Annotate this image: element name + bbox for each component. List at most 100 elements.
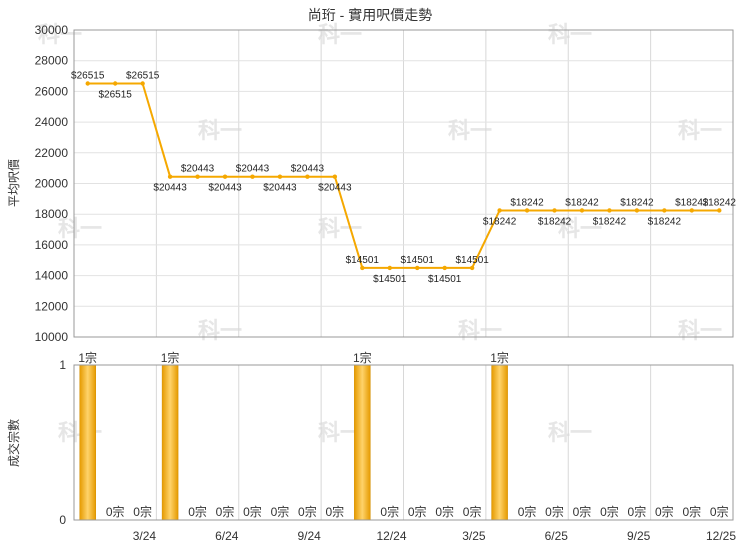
price-data-label: $18242 bbox=[620, 197, 654, 208]
price-point bbox=[222, 174, 228, 179]
price-gridlines bbox=[74, 29, 734, 338]
count-data-label: 0宗 bbox=[655, 504, 674, 519]
price-point bbox=[552, 208, 557, 213]
count-bar bbox=[161, 364, 179, 521]
price-point bbox=[497, 208, 502, 213]
price-data-label: $18242 bbox=[648, 216, 682, 227]
x-tick-label: 3/25 bbox=[462, 529, 486, 543]
price-data-label: $14501 bbox=[373, 274, 407, 285]
price-y-tick-label: 16000 bbox=[35, 238, 69, 252]
watermark-text: 科一 bbox=[198, 318, 242, 343]
price-point bbox=[579, 208, 585, 213]
count-data-label: 0宗 bbox=[573, 504, 592, 519]
watermark-text: 科一 bbox=[678, 318, 722, 343]
count-data-label: 0宗 bbox=[326, 504, 345, 519]
watermark-text: 科一 bbox=[548, 22, 592, 47]
price-data-label: $18242 bbox=[538, 216, 572, 227]
price-y-tick-label: 22000 bbox=[35, 146, 69, 160]
price-data-label: $18242 bbox=[675, 197, 709, 208]
price-y-tick-label: 12000 bbox=[35, 299, 69, 313]
price-data-label: $18242 bbox=[565, 197, 599, 208]
price-data-label: $14501 bbox=[455, 255, 489, 266]
price-point bbox=[277, 174, 283, 179]
price-data-label: $20443 bbox=[236, 164, 270, 175]
count-data-labels: 1宗 0宗 0宗 1宗 0宗 0宗 0宗 0宗 0宗 0宗 1宗 0宗 0宗 0宗 0宗 1宗 0宗 0宗 0宗 0宗… bbox=[78, 350, 728, 519]
x-tick-label: 12/24 bbox=[376, 529, 406, 543]
price-data-label: $14501 bbox=[428, 274, 462, 285]
price-point bbox=[689, 208, 695, 213]
count-data-label: 0宗 bbox=[298, 504, 317, 519]
price-point bbox=[305, 174, 310, 179]
x-tick-label: 6/25 bbox=[545, 529, 569, 543]
count-y-tick-label: 0 bbox=[59, 513, 66, 527]
watermark-text: 科一 bbox=[58, 216, 102, 241]
price-line bbox=[85, 81, 722, 271]
count-y-axis-label: 成交宗數 bbox=[6, 419, 21, 467]
price-point bbox=[442, 265, 447, 271]
count-data-label: 1宗 bbox=[161, 350, 180, 365]
x-tick-label: 6/24 bbox=[215, 529, 239, 543]
count-data-label: 0宗 bbox=[271, 504, 290, 519]
price-y-tick-label: 30000 bbox=[35, 23, 69, 37]
count-bar bbox=[491, 364, 508, 521]
price-data-label: $14501 bbox=[346, 255, 380, 266]
price-data-label: $18242 bbox=[510, 197, 544, 208]
x-tick-label: 12/25 bbox=[706, 529, 736, 543]
watermark-text: 科一 bbox=[38, 22, 82, 47]
price-y-tick-label: 14000 bbox=[35, 269, 69, 283]
count-plot-frame bbox=[73, 364, 734, 521]
count-plot-border bbox=[73, 364, 734, 521]
price-point bbox=[662, 208, 667, 213]
count-data-label: 1宗 bbox=[78, 350, 97, 365]
price-y-tick-label: 26000 bbox=[35, 84, 69, 98]
x-axis-ticks: 3/24 6/24 9/24 12/24 3/25 6/25 9/25 12/25 bbox=[133, 529, 737, 543]
price-y-tick-label: 20000 bbox=[35, 177, 69, 191]
price-data-label: $26515 bbox=[99, 89, 133, 100]
x-tick-label: 3/24 bbox=[133, 529, 157, 543]
price-point bbox=[415, 265, 420, 271]
count-bar bbox=[79, 364, 96, 521]
price-point bbox=[717, 208, 722, 213]
price-point bbox=[524, 208, 530, 213]
price-series-line bbox=[87, 82, 720, 269]
price-data-label: $20443 bbox=[291, 164, 325, 175]
count-data-label: 0宗 bbox=[380, 504, 399, 519]
count-bar bbox=[354, 364, 371, 521]
count-data-label: 0宗 bbox=[435, 504, 454, 519]
count-data-label: 0宗 bbox=[682, 504, 701, 519]
price-point bbox=[167, 174, 173, 179]
watermark-text: 科一 bbox=[458, 318, 502, 343]
price-point bbox=[140, 81, 145, 86]
price-point bbox=[387, 265, 392, 271]
count-data-label: 0宗 bbox=[545, 504, 564, 519]
price-y-tick-label: 28000 bbox=[35, 54, 69, 68]
count-y-tick-label: 1 bbox=[59, 358, 66, 372]
price-point bbox=[195, 174, 200, 179]
chart-title: 尚珩 - 實用呎價走勢 bbox=[308, 7, 432, 23]
watermark-text: 科一 bbox=[318, 22, 362, 47]
count-data-label: 0宗 bbox=[518, 504, 537, 519]
count-data-label: 0宗 bbox=[243, 504, 262, 519]
price-data-label: $20443 bbox=[263, 183, 297, 194]
price-data-label: $18242 bbox=[593, 216, 627, 227]
price-y-ticks: 10000 12000 14000 16000 18000 20000 22000 24000… bbox=[35, 23, 69, 344]
count-data-label: 1宗 bbox=[353, 350, 372, 365]
count-bars bbox=[79, 364, 508, 521]
count-data-label: 0宗 bbox=[628, 504, 647, 519]
price-y-axis-label: 平均呎價 bbox=[7, 159, 21, 207]
price-data-label: $14501 bbox=[401, 255, 435, 266]
price-data-label: $20443 bbox=[208, 183, 242, 194]
price-data-label: $26515 bbox=[126, 70, 160, 81]
price-y-tick-label: 10000 bbox=[35, 330, 69, 344]
watermark-layer: 科一科一科一科一科一科一科一科一科一科一科一科一科一科一科一 bbox=[38, 22, 722, 445]
price-y-tick-label: 18000 bbox=[35, 207, 69, 221]
count-data-label: 1宗 bbox=[490, 350, 509, 365]
price-y-tick-label: 24000 bbox=[35, 115, 69, 129]
price-data-label: $18242 bbox=[703, 197, 737, 208]
count-data-label: 0宗 bbox=[710, 504, 729, 519]
x-tick-label: 9/24 bbox=[297, 529, 321, 543]
price-point bbox=[634, 208, 640, 213]
price-point bbox=[250, 174, 255, 179]
price-data-label: $20443 bbox=[153, 183, 187, 194]
